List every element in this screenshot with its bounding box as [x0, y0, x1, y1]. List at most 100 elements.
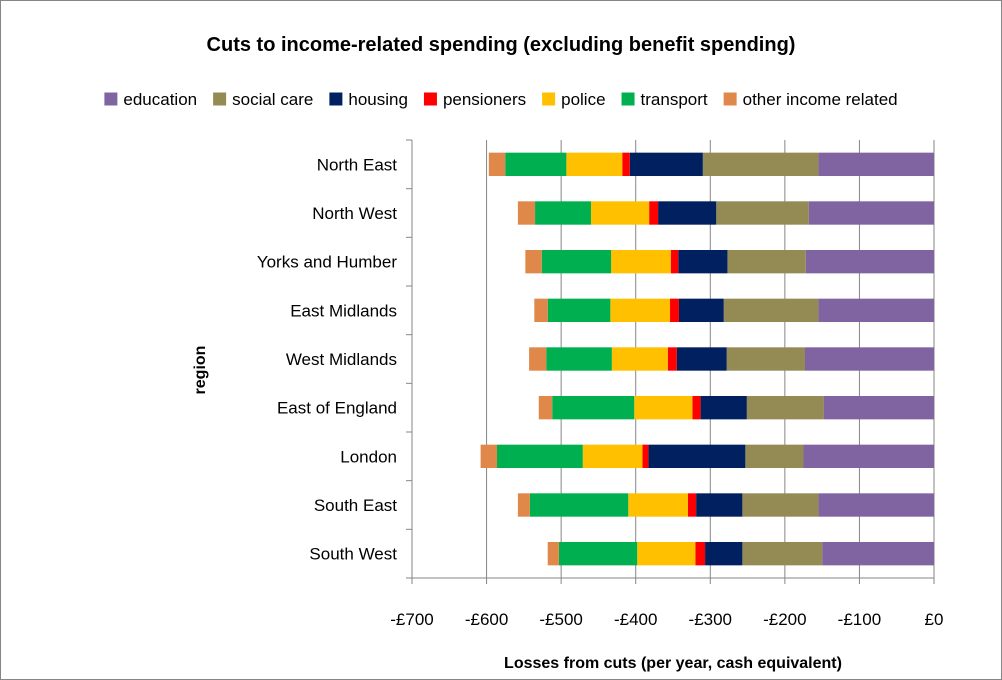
- bar-north-west-education: [808, 201, 934, 225]
- bar-east-of-england-social-care: [746, 395, 824, 420]
- legend-item-pensioners: pensioners: [423, 90, 526, 109]
- bar-east-of-england-transport: [552, 395, 635, 420]
- bar-north-east-education: [818, 152, 934, 177]
- bar-west-midlands-transport: [546, 347, 612, 371]
- bar-yorks-and-humber-social-care: [727, 249, 806, 274]
- bar-west-midlands-pensioners: [667, 347, 677, 371]
- bar-west-midlands-education: [804, 347, 934, 371]
- legend-label-police: police: [561, 90, 605, 109]
- bar-london-education: [803, 444, 934, 469]
- bar-west-midlands-social-care: [726, 347, 805, 371]
- axes: [406, 139, 935, 584]
- x-tick-label-500: -£500: [539, 610, 582, 629]
- legend-swatch-other-income-related: [723, 92, 737, 106]
- bar-east-of-england-other-income-related: [538, 395, 553, 420]
- bar-west-midlands-other-income-related: [529, 347, 547, 371]
- bar-south-west-social-care: [742, 541, 823, 566]
- bar-north-east-pensioners: [622, 152, 630, 177]
- x-tick-labels: -£700 -£600 -£500 -£400 -£300 -£200 -£100 £0: [390, 610, 943, 629]
- category-label-yorks-and-humber: Yorks and Humber: [257, 253, 398, 272]
- bar-london-other-income-related: [480, 444, 498, 469]
- bar-yorks-and-humber-housing: [678, 249, 728, 274]
- bar-south-east-housing: [696, 493, 743, 517]
- bar-east-of-england-education: [823, 395, 934, 420]
- bar-east-midlands-education: [818, 298, 934, 323]
- bar-yorks-and-humber-education: [805, 249, 934, 274]
- bar-north-west-police: [590, 201, 650, 225]
- category-label-london: London: [340, 447, 397, 466]
- bar-south-east-education: [818, 493, 934, 517]
- legend-label-education: education: [123, 90, 197, 109]
- bar-east-midlands-police: [610, 298, 671, 323]
- bar-london-police: [582, 444, 643, 469]
- y-axis-title: region: [192, 346, 209, 395]
- bar-south-east-pensioners: [687, 493, 697, 517]
- category-label-east-of-england: East of England: [277, 399, 397, 418]
- bar-north-west-social-care: [716, 201, 809, 225]
- bar-south-east-social-care: [742, 493, 819, 517]
- bar-east-midlands-transport: [547, 298, 611, 323]
- bar-london-social-care: [745, 444, 804, 469]
- bar-north-west-pensioners: [649, 201, 659, 225]
- legend-item-transport: transport: [621, 90, 708, 109]
- bar-east-midlands-housing: [678, 298, 724, 323]
- category-label-south-east: South East: [314, 496, 397, 515]
- x-tick-label-700: -£700: [390, 610, 433, 629]
- category-labels: North East North West Yorks and Humber East…: [257, 155, 398, 563]
- bar-south-west-transport: [558, 541, 638, 566]
- bar-south-west-police: [637, 541, 696, 566]
- bar-north-east-housing: [629, 152, 703, 177]
- bar-north-west-housing: [658, 201, 717, 225]
- x-tick-label-200: -£200: [763, 610, 806, 629]
- bar-south-east-transport: [529, 493, 629, 517]
- x-tick-label-300: -£300: [689, 610, 732, 629]
- category-label-north-east: North East: [317, 155, 398, 174]
- legend-item-other-income-related: other income related: [723, 90, 898, 109]
- bar-yorks-and-humber-transport: [541, 249, 612, 274]
- bars-group: [480, 152, 934, 566]
- category-label-east-midlands: East Midlands: [290, 301, 397, 320]
- legend-swatch-transport: [621, 92, 635, 106]
- legend-swatch-education: [104, 92, 118, 106]
- legend-label-social-care: social care: [232, 90, 313, 109]
- bar-london-housing: [648, 444, 746, 469]
- legend-label-pensioners: pensioners: [443, 90, 526, 109]
- chart-legend: education social care housing pensioners pol…: [104, 90, 898, 109]
- bar-south-west-other-income-related: [547, 541, 559, 566]
- legend-item-education: education: [104, 90, 197, 109]
- legend-item-housing: housing: [329, 90, 408, 109]
- bar-east-of-england-housing: [700, 395, 747, 420]
- bar-north-east-transport: [505, 152, 567, 177]
- category-label-west-midlands: West Midlands: [286, 350, 397, 369]
- legend-label-housing: housing: [348, 90, 408, 109]
- bar-yorks-and-humber-police: [611, 249, 671, 274]
- bar-london-pensioners: [642, 444, 649, 469]
- bar-south-east-other-income-related: [517, 493, 530, 517]
- bar-west-midlands-housing: [676, 347, 727, 371]
- x-tick-label-400: -£400: [614, 610, 657, 629]
- bar-south-west-pensioners: [695, 541, 706, 566]
- bar-south-west-housing: [705, 541, 743, 566]
- bar-east-of-england-police: [634, 395, 693, 420]
- bar-east-of-england-pensioners: [692, 395, 701, 420]
- category-label-north-west: North West: [312, 204, 397, 223]
- x-tick-label-0: £0: [925, 610, 944, 629]
- bar-north-east-other-income-related: [488, 152, 506, 177]
- bar-north-west-other-income-related: [517, 201, 536, 225]
- legend-swatch-pensioners: [423, 92, 437, 106]
- legend-item-social-care: social care: [213, 90, 313, 109]
- bar-south-east-police: [628, 493, 688, 517]
- x-tick-label-600: -£600: [465, 610, 508, 629]
- bar-west-midlands-police: [611, 347, 668, 371]
- legend-swatch-housing: [329, 92, 343, 106]
- x-axis-title: Losses from cuts (per year, cash equival…: [504, 655, 842, 672]
- bar-east-midlands-other-income-related: [534, 298, 548, 323]
- bar-north-west-transport: [535, 201, 591, 225]
- x-tick-label-100: -£100: [838, 610, 881, 629]
- legend-swatch-police: [542, 92, 556, 106]
- bar-south-west-education: [822, 541, 934, 566]
- legend-item-police: police: [542, 90, 606, 109]
- bar-east-midlands-pensioners: [670, 298, 679, 323]
